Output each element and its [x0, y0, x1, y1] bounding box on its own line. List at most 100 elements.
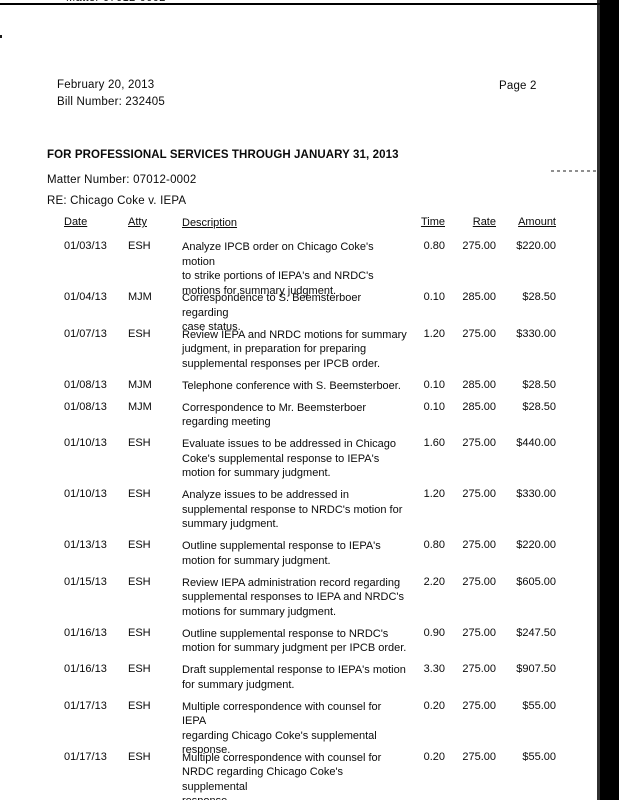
- cell-amount: $28.50: [522, 291, 556, 303]
- table-row: 01/17/13 ESH Multiple correspondence with …: [0, 750, 600, 800]
- cell-description: Outline supplemental response to IEPA's …: [182, 540, 381, 567]
- cell-rate: 275.00: [462, 240, 496, 252]
- cell-description: Draft supplemental response to IEPA's mo…: [182, 664, 406, 691]
- cell-amount: $440.00: [516, 437, 556, 449]
- cell-rate: 275.00: [462, 699, 496, 712]
- top-horizontal-rule: [0, 3, 600, 5]
- cell-atty: ESH: [128, 626, 151, 639]
- scan-black-edge: [600, 0, 619, 800]
- cell-date: 01/10/13: [64, 488, 107, 500]
- cell-amount: $28.50: [522, 378, 556, 391]
- table-row: 01/15/13 ESH Review IEPA administration re…: [0, 576, 600, 620]
- cell-amount: $330.00: [516, 327, 556, 340]
- cell-atty: ESH: [128, 437, 151, 449]
- column-header-date: Date: [64, 216, 88, 228]
- table-row: 01/07/13 ESH Review IEPA and NRDC motions …: [0, 328, 600, 372]
- cell-rate: 285.00: [462, 400, 496, 413]
- table-row: 01/08/13 MJM Correspondence to Mr. Beemste…: [0, 401, 600, 430]
- cell-time: 0.80: [423, 240, 445, 252]
- services-period-title: FOR PROFESSIONAL SERVICES THROUGH JANUAR…: [47, 149, 399, 161]
- cell-date: 01/17/13: [64, 750, 107, 763]
- cell-rate: 275.00: [462, 437, 496, 449]
- cell-atty: MJM: [128, 400, 152, 413]
- cell-amount: $55.00: [522, 699, 556, 712]
- table-row: 01/10/13 ESH Analyze issues to be addresse…: [0, 488, 600, 532]
- cell-description: Correspondence to S. Beemsterboer regard…: [182, 292, 362, 333]
- cell-time: 0.10: [423, 400, 445, 413]
- table-row: 01/04/13 MJM Correspondence to S. Beemster…: [0, 291, 600, 333]
- table-row: 01/03/13 ESH Analyze IPCB order on Chicago…: [0, 240, 600, 297]
- scan-speck: [0, 35, 2, 38]
- cell-rate: 275.00: [462, 750, 496, 763]
- cell-description: Multiple correspondence with counsel for…: [182, 700, 382, 757]
- cell-rate: 275.00: [462, 663, 496, 675]
- cell-description: Review IEPA administration record regard…: [182, 576, 405, 618]
- cell-time: 0.80: [423, 539, 445, 551]
- cell-atty: ESH: [128, 575, 151, 588]
- table-row: 01/16/13 ESH Outline supplemental response…: [0, 627, 600, 656]
- cell-amount: $28.50: [522, 400, 556, 413]
- cell-description: Analyze IPCB order on Chicago Coke's mot…: [182, 241, 374, 297]
- cell-atty: MJM: [128, 291, 152, 303]
- cell-time: 0.20: [423, 699, 445, 712]
- cell-description: Review IEPA and NRDC motions for summary…: [182, 328, 407, 370]
- cell-atty: ESH: [128, 663, 151, 675]
- bill-number: Bill Number: 232405: [57, 96, 165, 108]
- column-header-rate: Rate: [472, 216, 496, 228]
- cell-time: 2.20: [423, 575, 445, 588]
- cell-time: 1.60: [423, 437, 445, 449]
- page-number: Page 2: [499, 80, 537, 92]
- cell-description: Outline supplemental response to NRDC's …: [182, 627, 407, 655]
- cell-atty: ESH: [128, 488, 151, 500]
- cell-time: 1.20: [423, 327, 445, 340]
- cell-time: 1.20: [423, 488, 445, 500]
- cell-atty: ESH: [128, 240, 151, 252]
- cell-rate: 275.00: [462, 327, 496, 340]
- column-header-atty: Atty: [128, 216, 147, 228]
- cell-date: 01/16/13: [64, 663, 107, 675]
- cell-date: 01/08/13: [64, 400, 107, 413]
- cell-description: Correspondence to Mr. Beemsterboer regar…: [182, 401, 367, 429]
- cell-date: 01/03/13: [64, 240, 107, 252]
- cell-atty: ESH: [128, 750, 151, 763]
- table-row: 01/08/13 MJM Telephone conference with S. …: [0, 379, 600, 394]
- cell-amount: $605.00: [516, 575, 556, 588]
- cell-time: 0.10: [423, 378, 445, 391]
- margin-scan-artifact: [551, 170, 597, 172]
- cell-date: 01/17/13: [64, 699, 107, 712]
- cell-time: 3.30: [423, 663, 445, 675]
- cell-amount: $330.00: [516, 488, 556, 500]
- cell-time: 0.20: [423, 750, 445, 763]
- table-row: 01/16/13 ESH Draft supplemental response t…: [0, 663, 600, 692]
- cell-rate: 275.00: [462, 488, 496, 500]
- cell-rate: 275.00: [462, 575, 496, 588]
- cell-description: Evaluate issues to be addressed in Chica…: [182, 438, 397, 479]
- matter-re-line: RE: Chicago Coke v. IEPA: [47, 195, 187, 207]
- cell-rate: 285.00: [462, 291, 496, 303]
- cell-atty: MJM: [128, 378, 152, 391]
- table-row: 01/13/13 ESH Outline supplemental response…: [0, 539, 600, 568]
- cell-date: 01/08/13: [64, 378, 107, 391]
- cut-off-text-fragment: Matter 07012-0002: [66, 0, 216, 4]
- column-header-description: Description: [182, 217, 238, 229]
- matter-number: Matter Number: 07012-0002: [47, 174, 197, 186]
- cell-date: 01/07/13: [64, 327, 107, 340]
- cell-amount: $220.00: [516, 539, 556, 551]
- column-header-time: Time: [420, 216, 445, 228]
- cell-description: Multiple correspondence with counsel for…: [182, 751, 382, 800]
- cell-rate: 275.00: [462, 626, 496, 639]
- cell-rate: 275.00: [462, 539, 496, 551]
- cell-amount: $907.50: [516, 663, 556, 675]
- cell-rate: 285.00: [462, 378, 496, 391]
- cell-date: 01/13/13: [64, 539, 107, 551]
- cell-time: 0.90: [423, 626, 445, 639]
- cell-atty: ESH: [128, 327, 151, 340]
- cell-amount: $55.00: [522, 750, 556, 763]
- table-row: 01/10/13 ESH Evaluate issues to be address…: [0, 437, 600, 481]
- invoice-date: February 20, 2013: [57, 79, 155, 91]
- cell-description: Analyze issues to be addressed in supple…: [182, 489, 403, 530]
- cell-date: 01/04/13: [64, 291, 107, 303]
- cell-atty: ESH: [128, 699, 151, 712]
- cell-date: 01/16/13: [64, 626, 107, 639]
